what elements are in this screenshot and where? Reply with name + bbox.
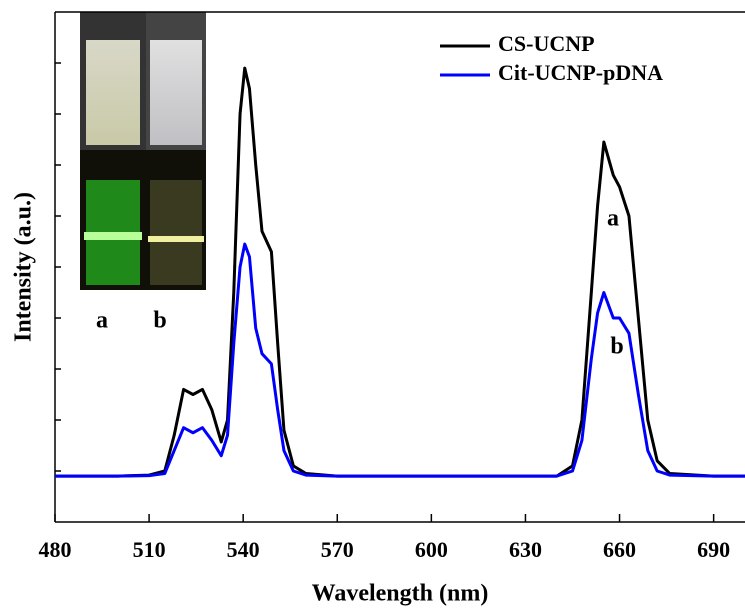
- x-tick-label: 570: [321, 537, 354, 562]
- x-tick-label: 600: [415, 537, 448, 562]
- inset-photo: [80, 12, 206, 290]
- annotation: a: [607, 206, 619, 232]
- x-axis-label: Wavelength (nm): [312, 581, 489, 607]
- x-tick-label: 660: [603, 537, 636, 562]
- annotation: b: [610, 334, 623, 360]
- legend-label: Cit-UCNP-pDNA: [498, 60, 663, 85]
- series-line: [55, 66, 745, 478]
- series-line: [55, 242, 745, 478]
- x-tick-label: 510: [133, 537, 166, 562]
- x-tick-label: 480: [39, 537, 72, 562]
- x-tick-label: 690: [697, 537, 730, 562]
- annotation: b: [153, 308, 166, 334]
- annotation: a: [96, 308, 108, 334]
- legend-label: CS-UCNP: [498, 31, 595, 56]
- y-axis-label: Intensity (a.u.): [11, 192, 37, 342]
- x-tick-label: 630: [509, 537, 542, 562]
- x-tick-label: 540: [227, 537, 260, 562]
